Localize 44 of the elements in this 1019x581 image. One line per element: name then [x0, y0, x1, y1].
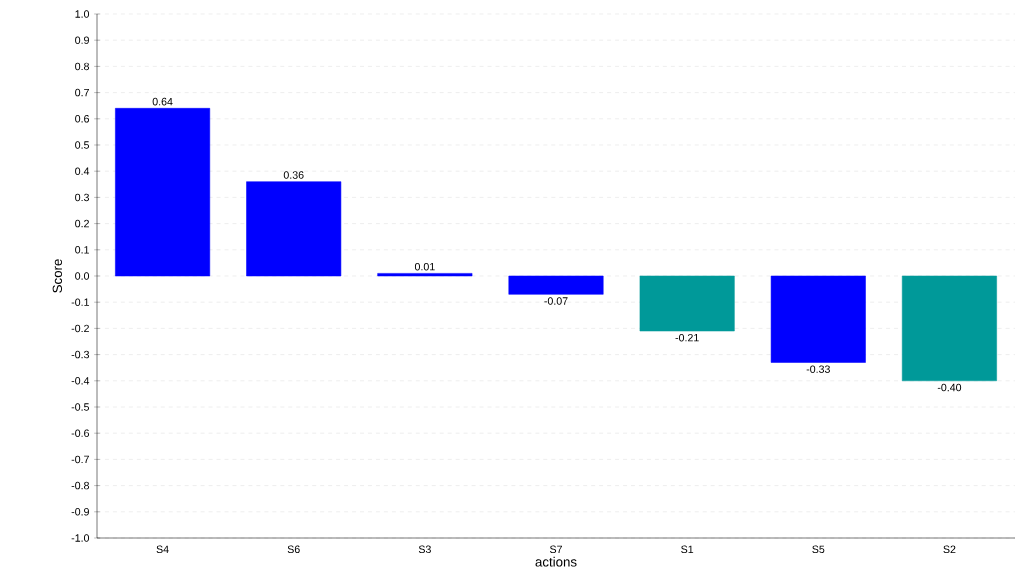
bar: [508, 275, 604, 295]
y-tick-label: -0.2: [71, 324, 89, 333]
y-tick-label: 0.0: [75, 272, 90, 280]
y-tick-label: -1.0: [71, 534, 90, 542]
y-tick-label: 0.7: [75, 88, 89, 97]
y-tick-label: 0.2: [75, 219, 89, 228]
y-axis-title: Score: [52, 259, 63, 293]
bar: [246, 181, 342, 277]
y-tick-label: -0.4: [71, 377, 90, 385]
y-tick-label: 0.1: [75, 246, 89, 254]
data-label: -0.33: [806, 365, 830, 373]
y-tick-label: 1.0: [75, 10, 90, 18]
y-tick-label: -0.8: [71, 481, 89, 490]
data-label: 0.64: [152, 97, 173, 106]
y-tick-label: 0.5: [75, 141, 90, 149]
x-tick-label: S1: [681, 545, 694, 554]
y-tick-label: 0.3: [75, 193, 89, 202]
bar: [115, 108, 211, 277]
y-tick-label: -0.3: [71, 350, 89, 359]
x-tick-label: S4: [156, 545, 169, 554]
data-label: -0.40: [937, 383, 962, 392]
y-tick-label: -0.7: [71, 455, 89, 464]
data-label: 0.01: [414, 262, 435, 271]
x-axis-title: actions: [535, 556, 577, 567]
bar: [770, 275, 866, 363]
bar: [639, 275, 735, 332]
y-tick-label: -0.5: [71, 403, 90, 411]
y-tick-label: 0.8: [75, 62, 89, 71]
data-label: -0.07: [544, 297, 568, 305]
y-tick-label: 0.4: [75, 167, 90, 175]
y-tick-label: -0.9: [71, 508, 89, 516]
y-tick-label: 0.9: [75, 36, 89, 44]
data-label: -0.21: [675, 333, 699, 342]
y-tick-label: -0.6: [71, 429, 89, 437]
y-tick-label: -0.1: [71, 298, 89, 306]
x-tick-label: S2: [943, 545, 956, 554]
bar: [377, 273, 473, 277]
data-label: 0.36: [283, 171, 304, 179]
x-tick-label: S6: [287, 545, 300, 554]
x-tick-label: S7: [549, 545, 562, 554]
x-tick-label: S3: [418, 545, 431, 554]
y-tick-label: 0.6: [75, 115, 89, 123]
bar: [901, 275, 997, 382]
x-tick-label: S5: [812, 545, 825, 554]
